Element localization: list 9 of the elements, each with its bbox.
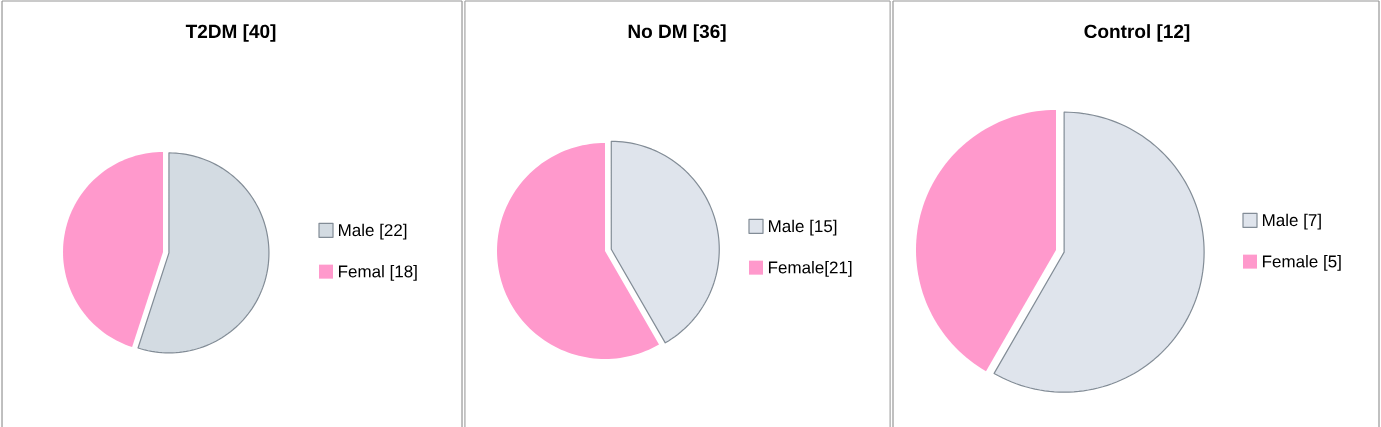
legend-label: Male [7] — [1262, 213, 1321, 230]
legend-label: Femal [18] — [338, 264, 417, 281]
legend-label: Male [22] — [338, 223, 407, 240]
chart-title: No DM [36] — [628, 24, 726, 42]
chart-title: Control [12] — [1084, 24, 1190, 42]
chart-title: T2DM [40] — [185, 24, 276, 42]
legend-label: Female[21] — [768, 260, 852, 277]
legend-label: Female [5] — [1262, 254, 1341, 271]
legend-label: Male [15] — [768, 219, 837, 236]
